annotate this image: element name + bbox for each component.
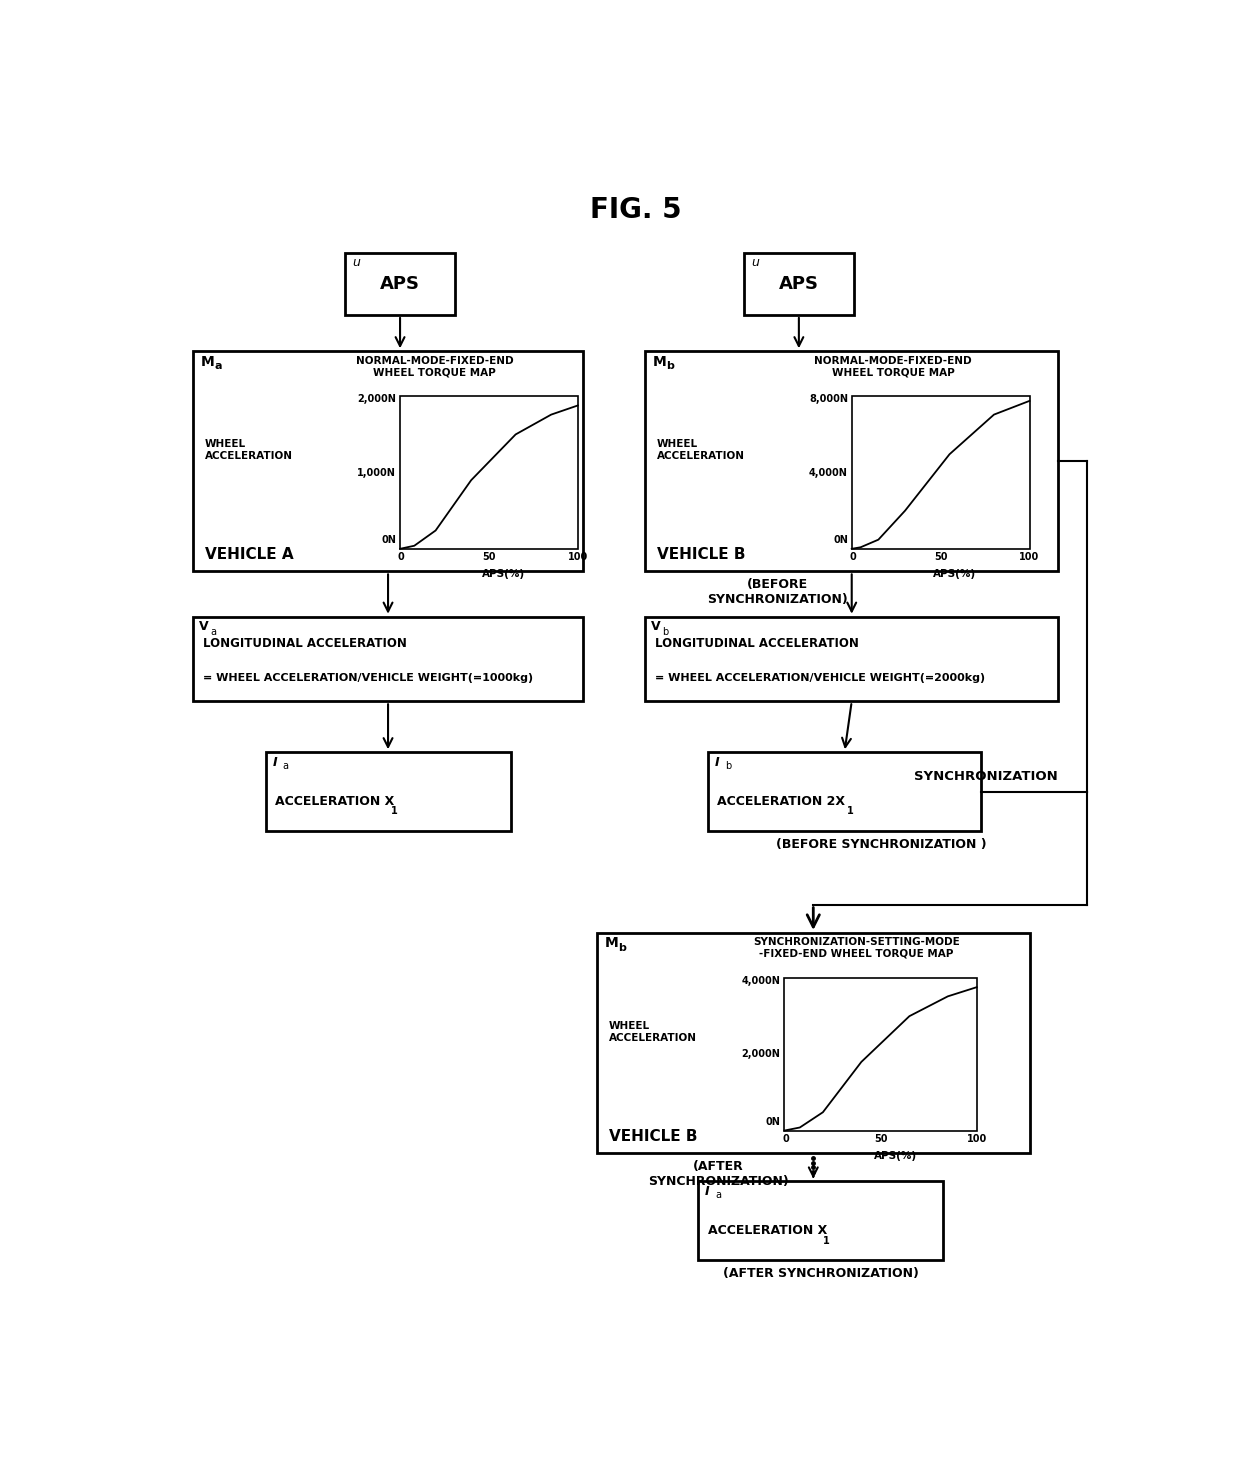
FancyBboxPatch shape bbox=[645, 351, 1058, 571]
Text: NORMAL-MODE-FIXED-END
WHEEL TORQUE MAP: NORMAL-MODE-FIXED-END WHEEL TORQUE MAP bbox=[815, 355, 972, 377]
FancyBboxPatch shape bbox=[708, 753, 982, 832]
FancyBboxPatch shape bbox=[193, 351, 583, 571]
Text: M: M bbox=[652, 355, 667, 368]
Text: WHEEL
ACCELERATION: WHEEL ACCELERATION bbox=[609, 1021, 697, 1043]
Text: V: V bbox=[651, 621, 661, 632]
Text: I: I bbox=[714, 756, 719, 769]
Text: V: V bbox=[200, 621, 208, 632]
Text: 0: 0 bbox=[782, 1134, 789, 1144]
Text: I: I bbox=[704, 1185, 709, 1197]
Text: u: u bbox=[751, 257, 759, 270]
Text: FIG. 5: FIG. 5 bbox=[590, 197, 681, 224]
FancyBboxPatch shape bbox=[785, 978, 977, 1131]
Text: ACCELERATION 2X: ACCELERATION 2X bbox=[717, 795, 846, 808]
FancyBboxPatch shape bbox=[852, 396, 1029, 549]
Text: 100: 100 bbox=[568, 552, 588, 562]
Text: 50: 50 bbox=[874, 1134, 888, 1144]
Text: 0N: 0N bbox=[382, 535, 397, 546]
Text: a: a bbox=[211, 626, 217, 637]
Text: VEHICLE A: VEHICLE A bbox=[205, 547, 294, 562]
FancyBboxPatch shape bbox=[345, 252, 455, 315]
Text: 100: 100 bbox=[1019, 552, 1039, 562]
Text: 1: 1 bbox=[391, 807, 397, 816]
Text: b: b bbox=[662, 626, 668, 637]
Text: b: b bbox=[619, 943, 626, 954]
Text: 0: 0 bbox=[398, 552, 404, 562]
Text: u: u bbox=[352, 257, 361, 270]
Text: NORMAL-MODE-FIXED-END
WHEEL TORQUE MAP: NORMAL-MODE-FIXED-END WHEEL TORQUE MAP bbox=[356, 355, 513, 377]
FancyBboxPatch shape bbox=[744, 252, 854, 315]
Text: APS: APS bbox=[379, 274, 420, 293]
Text: = WHEEL ACCELERATION/VEHICLE WEIGHT(=1000kg): = WHEEL ACCELERATION/VEHICLE WEIGHT(=100… bbox=[203, 672, 533, 682]
FancyBboxPatch shape bbox=[596, 933, 1029, 1153]
Text: VEHICLE B: VEHICLE B bbox=[609, 1130, 697, 1144]
Text: 100: 100 bbox=[966, 1134, 987, 1144]
Text: M: M bbox=[605, 936, 619, 951]
FancyBboxPatch shape bbox=[401, 396, 578, 549]
Text: APS(%): APS(%) bbox=[934, 569, 976, 579]
Text: (AFTER
SYNCHRONIZATION): (AFTER SYNCHRONIZATION) bbox=[647, 1160, 789, 1188]
Text: I: I bbox=[273, 756, 277, 769]
Text: 4,000N: 4,000N bbox=[742, 976, 781, 986]
Text: 1: 1 bbox=[847, 807, 853, 816]
Text: SYNCHRONIZATION: SYNCHRONIZATION bbox=[914, 770, 1058, 782]
Text: 0: 0 bbox=[849, 552, 856, 562]
Text: a: a bbox=[283, 761, 289, 772]
Text: APS(%): APS(%) bbox=[481, 569, 525, 579]
Text: 0N: 0N bbox=[766, 1118, 781, 1127]
Text: 8,000N: 8,000N bbox=[808, 395, 848, 403]
FancyBboxPatch shape bbox=[645, 616, 1058, 701]
Text: (BEFORE SYNCHRONIZATION ): (BEFORE SYNCHRONIZATION ) bbox=[776, 838, 987, 851]
Text: 50: 50 bbox=[482, 552, 496, 562]
Text: b: b bbox=[725, 761, 732, 772]
Text: WHEEL
ACCELERATION: WHEEL ACCELERATION bbox=[657, 440, 745, 461]
Text: a: a bbox=[215, 361, 222, 371]
Text: SYNCHRONIZATION-SETTING-MODE
-FIXED-END WHEEL TORQUE MAP: SYNCHRONIZATION-SETTING-MODE -FIXED-END … bbox=[753, 937, 960, 959]
Text: VEHICLE B: VEHICLE B bbox=[657, 547, 745, 562]
Text: APS(%): APS(%) bbox=[874, 1152, 918, 1160]
Text: APS: APS bbox=[779, 274, 818, 293]
Text: 1: 1 bbox=[823, 1235, 830, 1245]
Text: (AFTER SYNCHRONIZATION): (AFTER SYNCHRONIZATION) bbox=[723, 1267, 919, 1281]
Text: LONGITUDINAL ACCELERATION: LONGITUDINAL ACCELERATION bbox=[655, 637, 858, 650]
Text: 50: 50 bbox=[934, 552, 947, 562]
Text: 4,000N: 4,000N bbox=[808, 468, 848, 478]
Text: 0N: 0N bbox=[833, 535, 848, 546]
Text: ACCELERATION X: ACCELERATION X bbox=[708, 1223, 827, 1237]
FancyBboxPatch shape bbox=[698, 1181, 942, 1260]
Text: 2,000N: 2,000N bbox=[742, 1049, 781, 1059]
FancyBboxPatch shape bbox=[265, 753, 511, 832]
Text: WHEEL
ACCELERATION: WHEEL ACCELERATION bbox=[205, 440, 293, 461]
Text: (BEFORE
SYNCHRONIZATION): (BEFORE SYNCHRONIZATION) bbox=[707, 578, 848, 606]
Text: M: M bbox=[201, 355, 215, 368]
Text: a: a bbox=[715, 1190, 722, 1200]
Text: 1,000N: 1,000N bbox=[357, 468, 397, 478]
Text: = WHEEL ACCELERATION/VEHICLE WEIGHT(=2000kg): = WHEEL ACCELERATION/VEHICLE WEIGHT(=200… bbox=[655, 672, 985, 682]
Text: LONGITUDINAL ACCELERATION: LONGITUDINAL ACCELERATION bbox=[203, 637, 407, 650]
Text: ACCELERATION X: ACCELERATION X bbox=[275, 795, 394, 808]
Text: b: b bbox=[666, 361, 675, 371]
FancyBboxPatch shape bbox=[193, 616, 583, 701]
Text: 2,000N: 2,000N bbox=[357, 395, 397, 403]
